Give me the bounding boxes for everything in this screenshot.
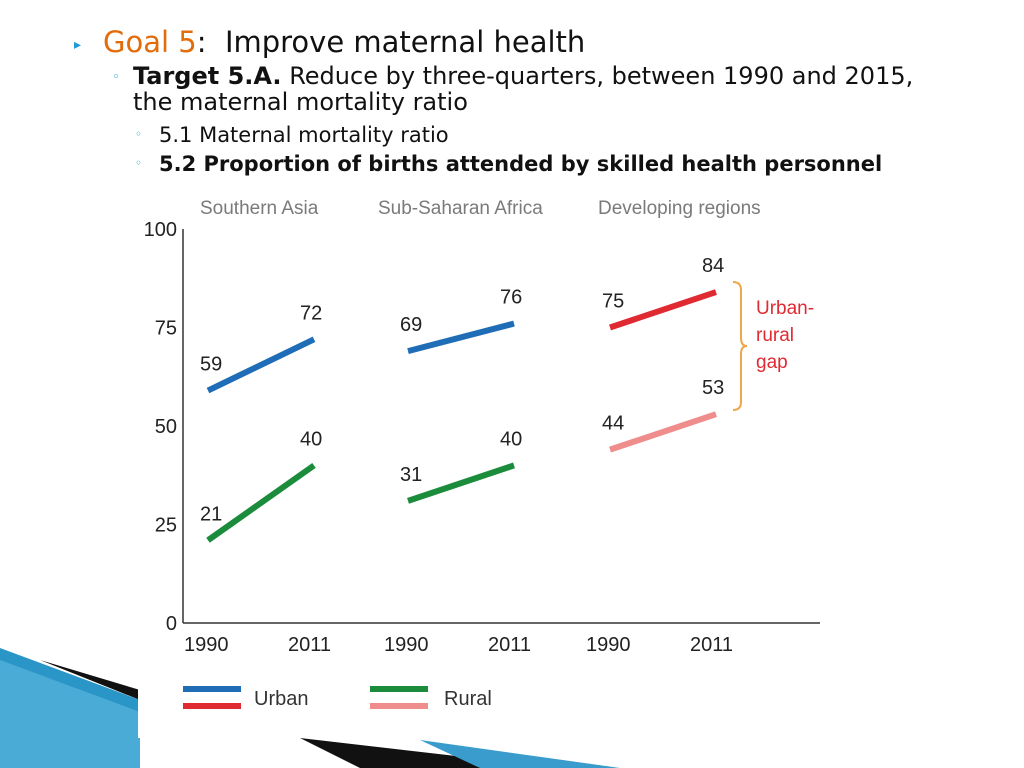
panel-title: Developing regions [598, 198, 761, 219]
target-label: Target 5.A. [133, 62, 282, 90]
series-line-urban [407, 320, 515, 355]
y-tick-label: 100 [144, 219, 177, 241]
data-label: 31 [400, 464, 422, 486]
legend-swatch-rural [370, 703, 428, 709]
arrow-bullet-icon: ▸ [74, 37, 82, 53]
x-tick-label: 2011 [288, 634, 331, 656]
gap-annotation: gap [756, 352, 788, 373]
data-label: 40 [300, 428, 322, 450]
chart-svg: 0 25 50 75 100 Southern Asia 1990 2011 59 72 21 40 S… [144, 198, 820, 710]
series-line-rural [206, 462, 316, 543]
data-label: 53 [702, 377, 724, 399]
legend-label-urban: Urban [254, 688, 308, 710]
x-tick-label: 2011 [488, 634, 531, 656]
data-label: 75 [602, 291, 624, 313]
data-label: 69 [400, 314, 422, 336]
x-tick-label: 1990 [586, 634, 631, 656]
data-label: 59 [200, 354, 222, 376]
goal-separator: : [196, 25, 207, 59]
circle-bullet-icon: ◦ [135, 127, 143, 141]
legend-swatch-urban [183, 686, 241, 692]
gap-annotation: rural [756, 325, 794, 346]
indicator-5-2: 5.2 Proportion of births attended by ski… [159, 152, 883, 176]
data-label: 44 [602, 413, 624, 435]
goal-title: Improve maternal health [224, 25, 586, 59]
legend-swatch-urban [183, 703, 241, 709]
y-tick-label: 50 [155, 416, 177, 438]
x-tick-label: 2011 [690, 634, 733, 656]
y-tick-label: 25 [155, 515, 177, 537]
y-tick-label: 75 [155, 318, 177, 340]
legend-label-rural: Rural [444, 688, 492, 710]
gap-annotation: Urban- [756, 298, 814, 319]
data-label: 76 [500, 287, 522, 309]
series-line-urban [206, 336, 316, 394]
panel-title: Sub-Saharan Africa [378, 198, 543, 219]
y-tick-label: 0 [166, 613, 177, 635]
series-line-rural [609, 411, 717, 453]
data-label: 72 [300, 302, 322, 324]
indicator-5-1: 5.1 Maternal mortality ratio [159, 123, 449, 147]
gap-bracket [732, 281, 748, 411]
legend-swatch-rural [370, 686, 428, 692]
x-tick-label: 1990 [384, 634, 429, 656]
chart-panel: 0 25 50 75 100 Southern Asia 1990 2011 59 72 21 40 S… [138, 183, 835, 738]
x-tick-label: 1990 [184, 634, 229, 656]
data-label: 21 [200, 503, 222, 525]
target-description: Reduce by three-quarters, between 1990 a… [133, 62, 914, 116]
goal-label: Goal 5 [103, 25, 197, 59]
target-text: Target 5.A. Reduce by three-quarters, be… [133, 63, 953, 115]
data-label: 84 [702, 255, 724, 277]
series-line-urban [609, 289, 717, 331]
series-line-rural [407, 462, 515, 504]
panel-title: Southern Asia [200, 198, 319, 219]
data-label: 40 [500, 428, 522, 450]
circle-bullet-icon: ◦ [135, 156, 143, 170]
goal-heading: Goal 5: Improve maternal health [103, 24, 585, 60]
circle-bullet-icon: ◦ [112, 70, 120, 85]
